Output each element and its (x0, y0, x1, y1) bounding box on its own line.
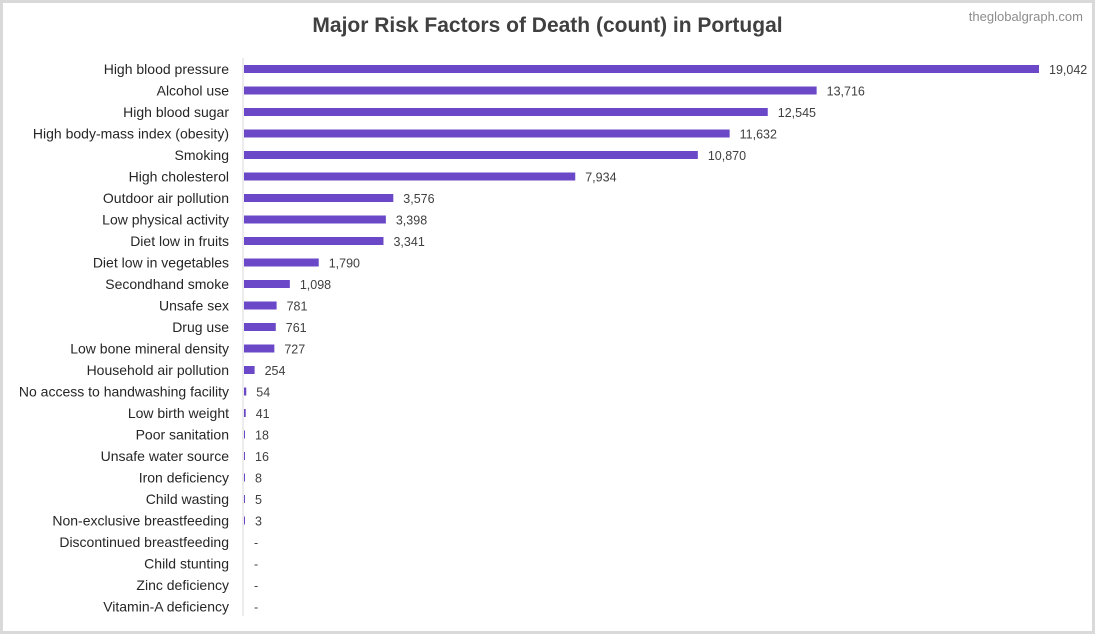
category-label: High blood sugar (123, 104, 229, 120)
category-label: Child stunting (144, 556, 229, 572)
bar (244, 258, 319, 267)
data-label: 16 (255, 450, 269, 464)
data-label: 3 (255, 515, 262, 529)
data-label: - (254, 536, 258, 550)
bar (244, 495, 245, 503)
data-label: 727 (284, 343, 305, 357)
category-label: Child wasting (146, 491, 229, 507)
data-label: 3,576 (403, 192, 434, 206)
category-label: No access to handwashing facility (19, 384, 229, 400)
category-label: High body-mass index (obesity) (33, 126, 229, 142)
data-label: 254 (265, 364, 286, 378)
data-label: 54 (256, 386, 270, 400)
bar (244, 323, 276, 331)
bar (244, 108, 768, 116)
data-label: 3,341 (393, 235, 424, 249)
bar (244, 473, 245, 482)
data-label: - (254, 579, 258, 593)
bar (244, 387, 247, 396)
data-label: 781 (287, 300, 308, 314)
category-label: Low birth weight (128, 405, 229, 421)
category-label: Household air pollution (87, 362, 229, 378)
bar (244, 430, 245, 439)
category-label: Low physical activity (102, 212, 229, 228)
bar (244, 86, 817, 95)
data-label: 10,870 (708, 149, 746, 163)
bar (244, 366, 255, 374)
bar (244, 172, 576, 181)
category-label: Diet low in vegetables (93, 255, 229, 271)
data-label: 7,934 (585, 171, 616, 185)
chart-title: Major Risk Factors of Death (count) in P… (312, 14, 783, 37)
bar (244, 237, 384, 245)
data-label: 8 (255, 472, 262, 486)
category-label: Zinc deficiency (136, 577, 229, 593)
data-label: 11,632 (740, 128, 777, 142)
bar (244, 215, 386, 224)
bar (244, 409, 246, 417)
bar (244, 194, 394, 202)
data-label: - (254, 601, 258, 615)
data-label: 41 (256, 407, 270, 421)
bar (244, 301, 277, 310)
bar (244, 280, 290, 288)
data-label: 12,545 (778, 106, 816, 120)
data-label: - (254, 558, 258, 572)
category-label: Unsafe sex (159, 298, 229, 314)
category-label: Secondhand smoke (105, 276, 229, 292)
data-label: 13,716 (827, 85, 865, 99)
category-label: Poor sanitation (136, 427, 229, 443)
category-label: High blood pressure (104, 61, 230, 77)
data-label: 1,790 (329, 257, 360, 271)
data-label: 1,098 (300, 278, 331, 292)
data-label: 19,042 (1049, 63, 1087, 77)
bar (244, 151, 698, 159)
category-label: Discontinued breastfeeding (59, 534, 229, 550)
bar (244, 516, 245, 525)
bar (244, 452, 245, 460)
category-label: Low bone mineral density (70, 341, 229, 357)
category-label: Vitamin-A deficiency (103, 599, 229, 615)
watermark: theglobalgraph.com (968, 9, 1083, 24)
bar (244, 344, 275, 353)
category-label: Outdoor air pollution (103, 190, 229, 206)
category-label: High cholesterol (129, 169, 229, 185)
category-label: Non-exclusive breastfeeding (52, 513, 229, 529)
category-label: Drug use (172, 319, 229, 335)
data-label: 3,398 (396, 214, 427, 228)
bar (244, 65, 1039, 73)
bar (244, 129, 730, 138)
data-label: 18 (255, 429, 269, 443)
category-label: Iron deficiency (139, 470, 229, 486)
category-label: Alcohol use (157, 83, 230, 99)
category-label: Unsafe water source (101, 448, 230, 464)
category-label: Smoking (175, 147, 229, 163)
category-label: Diet low in fruits (130, 233, 229, 249)
data-label: 5 (255, 493, 262, 507)
data-label: 761 (286, 321, 307, 335)
